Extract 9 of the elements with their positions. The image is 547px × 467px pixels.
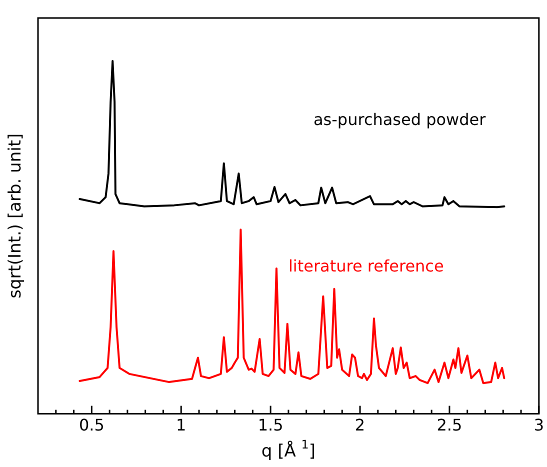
x-tick-label: 2.5 bbox=[436, 416, 462, 435]
series-label: literature reference bbox=[288, 256, 444, 276]
text: as-purchased powder bbox=[314, 110, 486, 130]
y-axis-title: sqrt(Int.) [arb. unit] bbox=[5, 133, 26, 298]
x-tick-label: 1 bbox=[176, 416, 186, 435]
x-tick-label: 1.5 bbox=[258, 416, 284, 435]
x-tick-label: 3 bbox=[534, 416, 544, 435]
x-tick-label: 2 bbox=[354, 416, 366, 435]
x-tick-label: 0.5 bbox=[78, 416, 104, 435]
